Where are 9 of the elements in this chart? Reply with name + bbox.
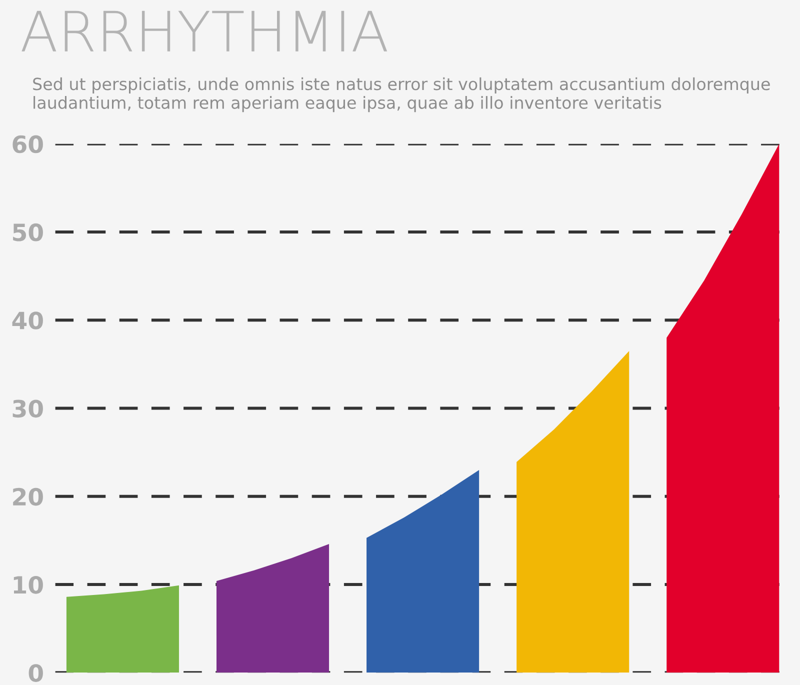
y-tick-label: 0 — [28, 664, 43, 682]
y-tick-label: 60 — [12, 135, 43, 154]
y-tick-label: 30 — [12, 400, 43, 418]
y-tick-label: 50 — [13, 223, 43, 242]
y-tick-label: 10 — [14, 576, 43, 594]
y-tick-label: 40 — [12, 312, 43, 330]
y-tick-label: 20 — [13, 488, 43, 506]
chart-title: ARRHYTHMIA — [22, 10, 388, 52]
chart-subtitle: Sed ut perspiciatis, unde omnis iste natus error sit voluptatem accusantium doloremque laudantium, totam rem aperiam eaque ipsa, quae ab illo inventore veritatis — [33, 77, 770, 112]
